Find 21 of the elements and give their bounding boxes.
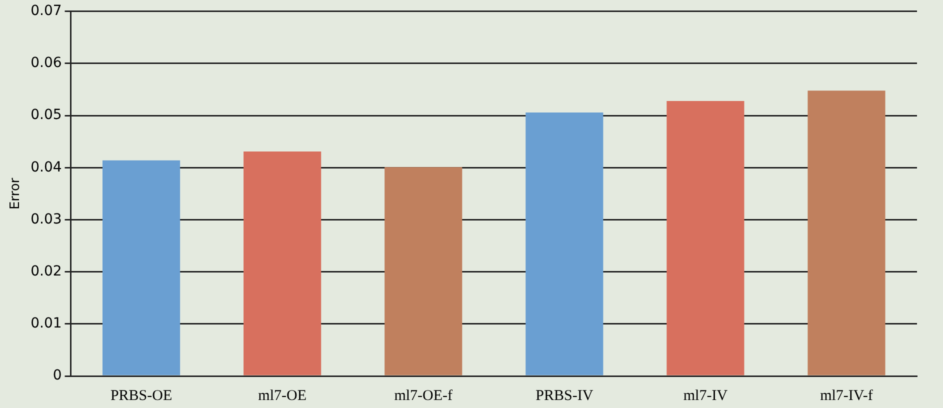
bar	[666, 100, 744, 376]
y-tick-label: 0.07	[30, 3, 62, 20]
bar	[244, 152, 322, 376]
x-tick-label: ml7-OE	[258, 388, 306, 404]
y-tick-label: 0.03	[30, 211, 62, 228]
y-tick-label: 0.05	[30, 107, 62, 124]
bar	[102, 160, 180, 376]
x-tick-label: PRBS-IV	[536, 388, 594, 404]
bar	[808, 90, 886, 376]
bar	[384, 167, 462, 376]
x-tick-label: PRBS-OE	[110, 388, 172, 404]
x-tick-label: ml7-IV-f	[820, 388, 873, 404]
y-tick-label: 0.01	[30, 316, 62, 332]
x-tick-label: ml7-IV	[683, 388, 728, 404]
y-tick-label: 0.04	[30, 159, 62, 176]
bar	[526, 112, 604, 376]
y-tick-label: 0.06	[30, 55, 62, 72]
y-tick-label: 0.02	[30, 263, 62, 280]
y-axis-title: Error	[8, 177, 24, 210]
y-tick-label: 0	[52, 368, 62, 384]
x-tick-label: ml7-OE-f	[394, 388, 453, 404]
